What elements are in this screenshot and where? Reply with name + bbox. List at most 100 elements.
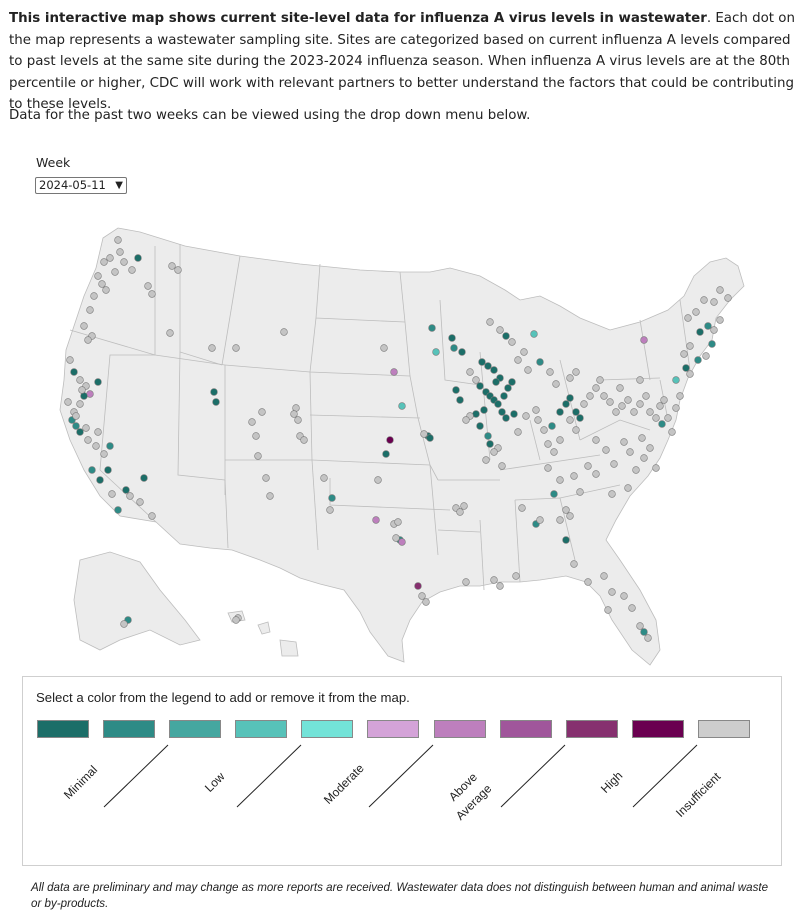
site-dot[interactable] bbox=[466, 368, 474, 376]
site-dot[interactable] bbox=[432, 348, 440, 356]
site-dot[interactable] bbox=[510, 410, 518, 418]
site-dot[interactable] bbox=[572, 408, 580, 416]
site-dot[interactable] bbox=[724, 294, 732, 302]
site-dot[interactable] bbox=[476, 422, 484, 430]
site-dot[interactable] bbox=[624, 484, 632, 492]
site-dot[interactable] bbox=[716, 316, 724, 324]
site-dot[interactable] bbox=[478, 358, 486, 366]
legend-swatch[interactable] bbox=[235, 720, 287, 738]
site-dot[interactable] bbox=[636, 622, 644, 630]
site-dot[interactable] bbox=[486, 318, 494, 326]
site-dot[interactable] bbox=[140, 474, 148, 482]
legend-swatch[interactable] bbox=[566, 720, 618, 738]
site-dot[interactable] bbox=[390, 368, 398, 376]
site-dot[interactable] bbox=[398, 538, 406, 546]
site-dot[interactable] bbox=[514, 428, 522, 436]
site-dot[interactable] bbox=[656, 402, 664, 410]
site-dot[interactable] bbox=[486, 440, 494, 448]
site-dot[interactable] bbox=[452, 386, 460, 394]
site-dot[interactable] bbox=[492, 378, 500, 386]
site-dot[interactable] bbox=[262, 474, 270, 482]
site-dot[interactable] bbox=[570, 560, 578, 568]
site-dot[interactable] bbox=[210, 388, 218, 396]
site-dot[interactable] bbox=[418, 592, 426, 600]
site-dot[interactable] bbox=[676, 392, 684, 400]
site-dot[interactable] bbox=[248, 418, 256, 426]
site-dot[interactable] bbox=[596, 376, 604, 384]
site-dot[interactable] bbox=[484, 362, 492, 370]
site-dot[interactable] bbox=[82, 424, 90, 432]
site-dot[interactable] bbox=[658, 420, 666, 428]
site-dot[interactable] bbox=[540, 426, 548, 434]
site-dot[interactable] bbox=[394, 518, 402, 526]
site-dot[interactable] bbox=[494, 400, 502, 408]
site-dot[interactable] bbox=[114, 236, 122, 244]
site-dot[interactable] bbox=[252, 432, 260, 440]
site-dot[interactable] bbox=[562, 400, 570, 408]
site-dot[interactable] bbox=[708, 340, 716, 348]
site-dot[interactable] bbox=[496, 326, 504, 334]
site-dot[interactable] bbox=[290, 410, 298, 418]
site-dot[interactable] bbox=[524, 366, 532, 374]
site-dot[interactable] bbox=[672, 376, 680, 384]
legend-swatch[interactable] bbox=[632, 720, 684, 738]
site-dot[interactable] bbox=[100, 450, 108, 458]
site-dot[interactable] bbox=[266, 492, 274, 500]
site-dot[interactable] bbox=[522, 412, 530, 420]
site-dot[interactable] bbox=[380, 344, 388, 352]
site-dot[interactable] bbox=[96, 476, 104, 484]
site-dot[interactable] bbox=[100, 258, 108, 266]
site-dot[interactable] bbox=[628, 604, 636, 612]
site-dot[interactable] bbox=[490, 366, 498, 374]
site-dot[interactable] bbox=[84, 336, 92, 344]
site-dot[interactable] bbox=[458, 348, 466, 356]
legend-swatch[interactable] bbox=[367, 720, 419, 738]
legend-swatch[interactable] bbox=[301, 720, 353, 738]
site-dot[interactable] bbox=[462, 578, 470, 586]
site-dot[interactable] bbox=[618, 402, 626, 410]
site-dot[interactable] bbox=[64, 398, 72, 406]
site-dot[interactable] bbox=[556, 436, 564, 444]
site-dot[interactable] bbox=[562, 506, 570, 514]
site-dot[interactable] bbox=[422, 598, 430, 606]
site-dot[interactable] bbox=[612, 408, 620, 416]
site-dot[interactable] bbox=[398, 402, 406, 410]
site-dot[interactable] bbox=[700, 296, 708, 304]
site-dot[interactable] bbox=[576, 414, 584, 422]
site-dot[interactable] bbox=[652, 464, 660, 472]
site-dot[interactable] bbox=[108, 490, 116, 498]
site-dot[interactable] bbox=[550, 448, 558, 456]
site-dot[interactable] bbox=[584, 462, 592, 470]
site-dot[interactable] bbox=[502, 332, 510, 340]
site-dot[interactable] bbox=[450, 344, 458, 352]
site-dot[interactable] bbox=[70, 368, 78, 376]
site-dot[interactable] bbox=[72, 422, 80, 430]
site-dot[interactable] bbox=[672, 404, 680, 412]
site-dot[interactable] bbox=[556, 516, 564, 524]
legend-swatch[interactable] bbox=[37, 720, 89, 738]
site-dot[interactable] bbox=[490, 448, 498, 456]
site-dot[interactable] bbox=[702, 352, 710, 360]
site-dot[interactable] bbox=[128, 266, 136, 274]
site-dot[interactable] bbox=[604, 606, 612, 614]
site-dot[interactable] bbox=[386, 436, 394, 444]
site-dot[interactable] bbox=[232, 616, 240, 624]
site-dot[interactable] bbox=[92, 442, 100, 450]
site-dot[interactable] bbox=[76, 376, 84, 384]
site-dot[interactable] bbox=[584, 578, 592, 586]
site-dot[interactable] bbox=[694, 356, 702, 364]
site-dot[interactable] bbox=[78, 386, 86, 394]
site-dot[interactable] bbox=[94, 378, 102, 386]
site-dot[interactable] bbox=[550, 490, 558, 498]
site-dot[interactable] bbox=[66, 356, 74, 364]
site-dot[interactable] bbox=[606, 398, 614, 406]
site-dot[interactable] bbox=[144, 282, 152, 290]
site-dot[interactable] bbox=[710, 298, 718, 306]
site-dot[interactable] bbox=[544, 464, 552, 472]
site-dot[interactable] bbox=[692, 308, 700, 316]
legend-swatch[interactable] bbox=[169, 720, 221, 738]
site-dot[interactable] bbox=[382, 450, 390, 458]
site-dot[interactable] bbox=[544, 440, 552, 448]
site-dot[interactable] bbox=[460, 502, 468, 510]
site-dot[interactable] bbox=[414, 582, 422, 590]
